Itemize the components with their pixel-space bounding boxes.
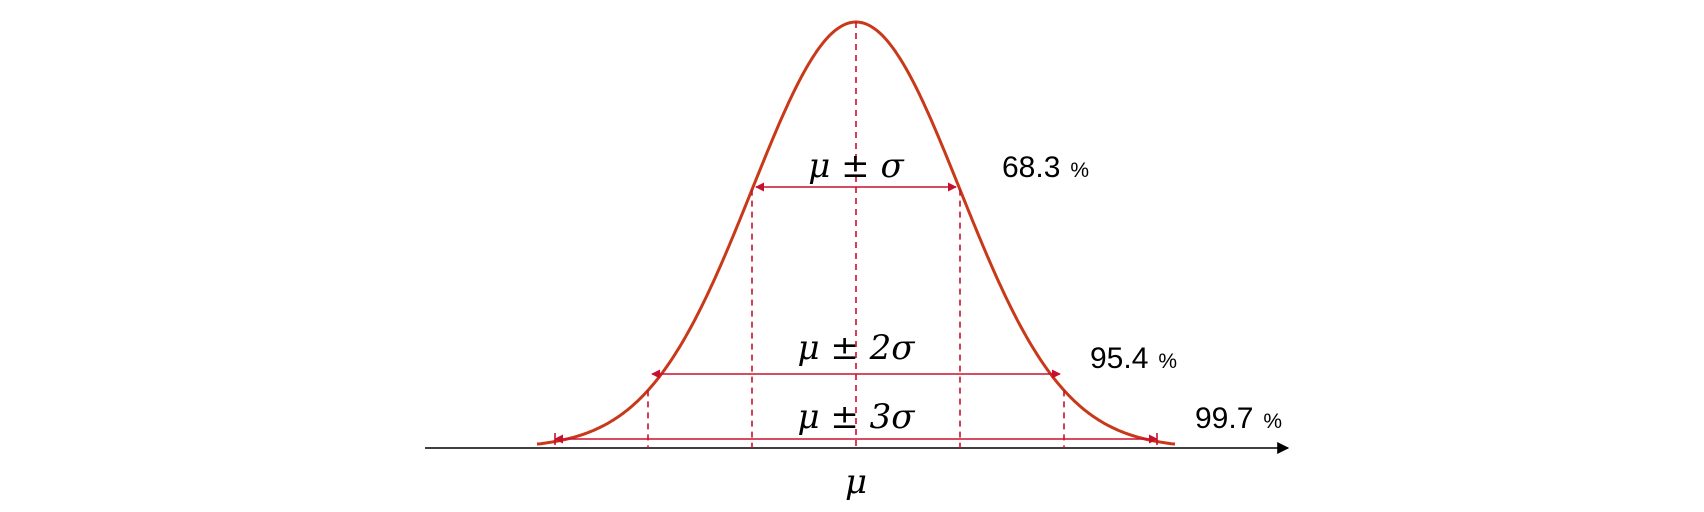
interval-label-3sigma: μ ± 3σ <box>797 397 915 437</box>
percent-unit-1sigma: % <box>1070 159 1089 182</box>
percent-1sigma: 68.3 % <box>1002 151 1089 184</box>
percent-value-1sigma: 68.3 <box>1002 151 1060 184</box>
percent-2sigma: 95.4 % <box>1090 342 1177 375</box>
percent-value-3sigma: 99.7 <box>1195 402 1253 435</box>
percent-unit-2sigma: % <box>1158 350 1177 373</box>
mean-label: μ <box>845 462 867 502</box>
interval-label-1sigma: μ ± σ <box>808 146 904 186</box>
interval-label-2sigma: μ ± 2σ <box>797 328 915 368</box>
percent-value-2sigma: 95.4 <box>1090 342 1148 375</box>
dashed-guides <box>647 22 1065 448</box>
interval-arrows <box>554 182 1158 445</box>
percent-unit-3sigma: % <box>1263 410 1282 433</box>
percent-3sigma: 99.7 % <box>1195 402 1282 435</box>
